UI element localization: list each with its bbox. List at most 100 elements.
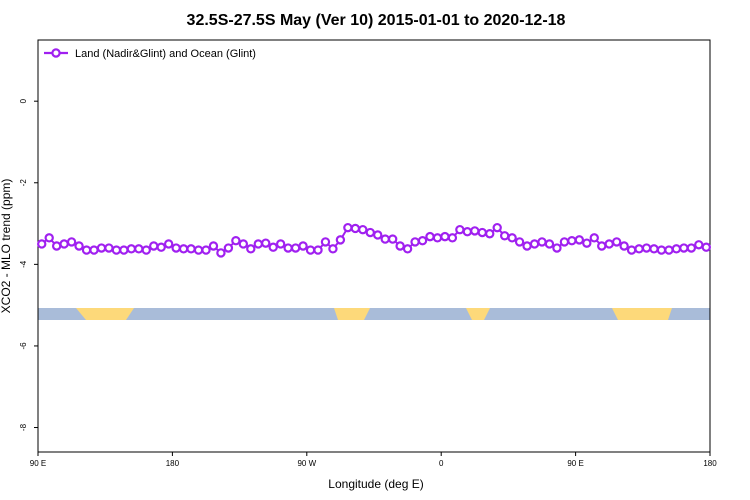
data-point (261, 238, 271, 248)
data-point (582, 238, 592, 248)
y-tick-label: -6 (19, 342, 28, 350)
data-point (477, 227, 487, 238)
data-point (298, 241, 308, 251)
data-point (664, 245, 674, 255)
data-point (156, 242, 166, 252)
data-point (126, 244, 137, 254)
data-point (425, 231, 435, 242)
data-point (701, 242, 711, 252)
y-tick-label: -4 (19, 260, 28, 268)
data-point (193, 245, 204, 255)
data-point (447, 233, 458, 243)
data-point (96, 243, 107, 253)
land-band (38, 308, 710, 320)
data-point (163, 239, 174, 249)
x-tick-label: 90 E (30, 459, 46, 468)
y-tick-label: -2 (19, 179, 28, 187)
data-point (141, 245, 151, 255)
y-axis-label: XCO2 - MLO trend (ppm) (0, 179, 13, 314)
data-point (320, 237, 331, 247)
data-point (275, 239, 286, 249)
land-segment (334, 308, 370, 320)
data-point (604, 239, 614, 249)
y-tick-label: -8 (19, 423, 28, 431)
data-point (380, 234, 390, 244)
data-point (694, 240, 704, 250)
data-point (89, 245, 99, 255)
data-point (290, 243, 301, 253)
data-point (44, 233, 54, 243)
data-point (246, 244, 256, 254)
data-point (59, 239, 69, 249)
data-point (81, 245, 92, 255)
x-tick-label: 180 (703, 459, 717, 468)
data-point (455, 224, 465, 235)
data-point (343, 222, 353, 233)
data-point (365, 227, 375, 238)
land-segment (466, 308, 490, 320)
data-point (589, 233, 599, 243)
data-point (283, 243, 293, 253)
legend-marker (51, 48, 61, 58)
data-point (305, 245, 316, 255)
data-point (358, 224, 368, 235)
data-point (335, 235, 346, 245)
data-point (529, 239, 540, 249)
data-point (171, 243, 181, 253)
data-point (649, 244, 659, 254)
data-point (507, 233, 517, 243)
x-tick-label: 90 W (297, 459, 316, 468)
data-point (559, 237, 570, 247)
data-point (373, 230, 383, 240)
data-point (402, 244, 413, 254)
data-point (544, 239, 555, 249)
ocean-band (38, 308, 710, 320)
data-point (66, 237, 77, 247)
x-axis-label: Longitude (deg E) (328, 477, 423, 491)
chart-title: 32.5S-27.5S May (Ver 10) 2015-01-01 to 2… (187, 12, 566, 29)
data-point (499, 231, 510, 241)
data-point (74, 241, 84, 251)
data-point (134, 244, 144, 254)
data-point (216, 248, 226, 258)
data-point (626, 245, 637, 255)
data-point (104, 243, 114, 253)
data-point (268, 242, 278, 252)
data-point (37, 239, 47, 249)
data-point (51, 241, 62, 251)
data-point (417, 235, 428, 246)
data-point (656, 245, 667, 255)
land-segment (612, 308, 672, 320)
data-point (119, 245, 129, 255)
data-point (387, 234, 398, 244)
data-point (149, 241, 159, 251)
data-point (485, 229, 495, 239)
x-tick-label: 90 E (567, 459, 583, 468)
data-point (514, 237, 525, 247)
x-tick-label: 0 (439, 459, 444, 468)
data-point (567, 235, 577, 246)
data-point (350, 223, 361, 234)
data-point (313, 245, 323, 255)
data-point (492, 222, 502, 233)
data-point (201, 245, 211, 255)
data-point (462, 227, 473, 237)
data-point (238, 239, 249, 249)
data-point (223, 243, 234, 253)
data-point (522, 241, 532, 251)
data-point (537, 237, 547, 247)
data-point (440, 231, 450, 242)
data-point (395, 241, 405, 251)
data-point (686, 243, 697, 253)
data-point (641, 243, 652, 253)
data-point (671, 244, 682, 254)
y-tick-label: 0 (19, 98, 28, 103)
data-point (178, 244, 189, 254)
data-point (208, 241, 219, 251)
data-point (432, 233, 443, 243)
data-point (634, 244, 644, 254)
legend-label: Land (Nadir&Glint) and Ocean (Glint) (75, 48, 256, 60)
data-point (679, 243, 689, 253)
data-point (611, 237, 622, 247)
